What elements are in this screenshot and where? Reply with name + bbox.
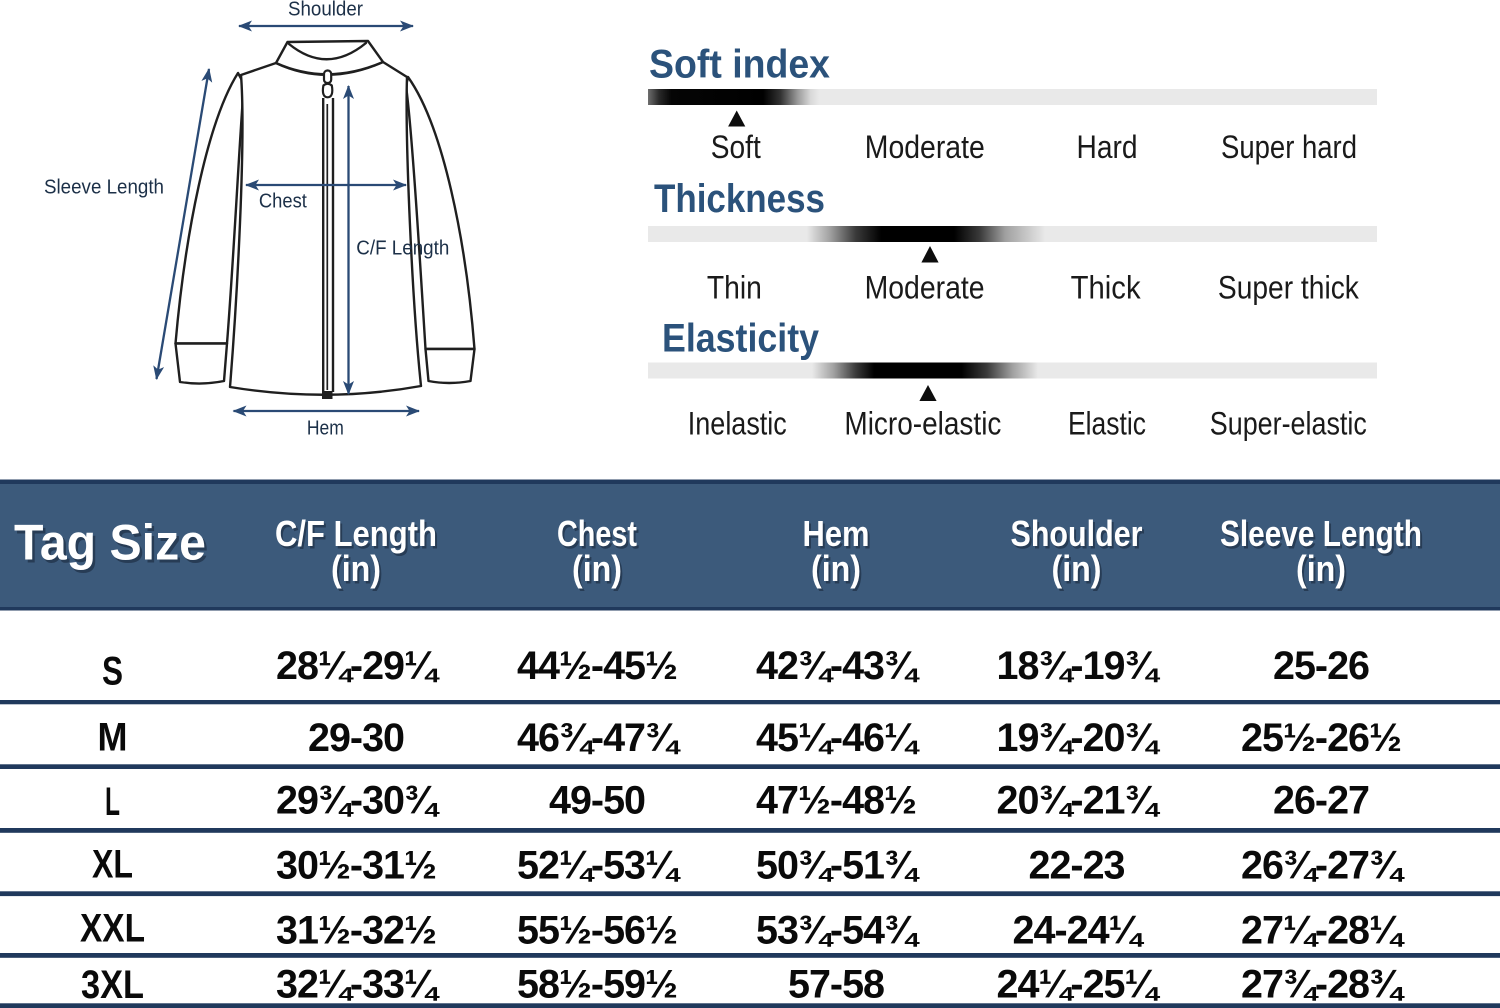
svg-text:Elastic: Elastic [1068, 406, 1146, 442]
svg-text:(in): (in) [1054, 551, 1104, 592]
svg-text:44½-45½: 44½-45½ [517, 644, 677, 688]
svg-text:(in): (in) [811, 548, 861, 589]
svg-text:Chest: Chest [557, 513, 637, 554]
svg-text:27¾-28¾: 27¾-28¾ [1241, 963, 1405, 1007]
svg-text:Elasticity: Elasticity [662, 317, 820, 361]
svg-text:Tag Size: Tag Size [14, 515, 206, 571]
svg-text:57-58: 57-58 [788, 963, 884, 1007]
svg-text:Hem: Hem [805, 516, 872, 557]
svg-text:19¾-20¾: 19¾-20¾ [997, 716, 1161, 760]
svg-text:(in): (in) [813, 551, 863, 592]
svg-text:Sleeve Length: Sleeve Length [1220, 513, 1422, 554]
svg-text:Thin: Thin [707, 270, 762, 306]
svg-text:Tag Size: Tag Size [17, 518, 209, 574]
svg-text:Chest: Chest [559, 516, 639, 557]
svg-text:Hard: Hard [1077, 129, 1138, 165]
svg-text:Soft: Soft [711, 129, 761, 165]
svg-text:(in): (in) [1296, 548, 1346, 589]
svg-text:Hem: Hem [307, 418, 344, 440]
svg-text:46¾-47¾: 46¾-47¾ [517, 716, 681, 760]
svg-text:24-24¼: 24-24¼ [1013, 909, 1145, 953]
svg-text:50¾-51¾: 50¾-51¾ [756, 844, 920, 888]
svg-text:3XL: 3XL [81, 963, 144, 1007]
svg-text:26-27: 26-27 [1273, 779, 1369, 823]
svg-text:Super hard: Super hard [1221, 129, 1357, 165]
svg-text:49-50: 49-50 [549, 779, 645, 823]
svg-text:S: S [102, 650, 123, 694]
svg-text:C/F Length: C/F Length [277, 516, 439, 557]
svg-text:XXL: XXL [80, 907, 145, 951]
svg-text:C/F Length: C/F Length [356, 238, 449, 260]
svg-text:20¾-21¾: 20¾-21¾ [997, 779, 1161, 823]
svg-text:(in): (in) [1298, 551, 1348, 592]
svg-text:Sleeve Length: Sleeve Length [1222, 516, 1424, 557]
svg-text:28¼-29¼: 28¼-29¼ [276, 644, 440, 688]
svg-text:45¼-46¼: 45¼-46¼ [756, 716, 920, 760]
svg-text:29¾-30¾: 29¾-30¾ [276, 779, 440, 823]
svg-text:M: M [98, 716, 128, 760]
svg-text:Super thick: Super thick [1218, 270, 1360, 306]
svg-text:Soft index: Soft index [649, 43, 830, 87]
svg-text:47½-48½: 47½-48½ [756, 779, 916, 823]
svg-text:(in): (in) [572, 548, 622, 589]
svg-text:55½-56½: 55½-56½ [517, 909, 677, 953]
svg-text:26¾-27¾: 26¾-27¾ [1241, 844, 1405, 888]
svg-text:Shoulder: Shoulder [1011, 513, 1143, 554]
svg-text:Thick: Thick [1071, 270, 1142, 306]
svg-text:Hem: Hem [803, 513, 870, 554]
svg-text:52¼-53¼: 52¼-53¼ [517, 844, 681, 888]
svg-text:(in): (in) [331, 548, 381, 589]
svg-text:L: L [105, 780, 120, 824]
svg-text:22-23: 22-23 [1028, 844, 1124, 888]
svg-text:42¾-43¾: 42¾-43¾ [756, 644, 920, 688]
svg-text:Shoulder: Shoulder [288, 0, 363, 21]
svg-text:Thickness: Thickness [654, 177, 825, 221]
svg-text:30½-31½: 30½-31½ [276, 844, 436, 888]
svg-text:(in): (in) [1052, 548, 1102, 589]
svg-text:Chest: Chest [259, 191, 307, 213]
svg-text:Super-elastic: Super-elastic [1210, 406, 1367, 442]
svg-text:Moderate: Moderate [865, 129, 985, 165]
svg-text:Micro-elastic: Micro-elastic [844, 406, 1001, 442]
svg-text:53¾-54¾: 53¾-54¾ [756, 909, 920, 953]
svg-text:Inelastic: Inelastic [688, 406, 787, 442]
svg-text:XL: XL [92, 843, 133, 887]
svg-text:58½-59½: 58½-59½ [517, 963, 677, 1007]
svg-text:29-30: 29-30 [308, 716, 404, 760]
svg-text:24¼-25¼: 24¼-25¼ [997, 963, 1161, 1007]
svg-text:27¼-28¼: 27¼-28¼ [1241, 909, 1405, 953]
svg-text:C/F Length: C/F Length [275, 513, 437, 554]
svg-text:(in): (in) [333, 551, 383, 592]
svg-text:18¾-19¾: 18¾-19¾ [997, 644, 1161, 688]
svg-text:Sleeve Length: Sleeve Length [44, 177, 164, 199]
svg-text:31½-32½: 31½-32½ [276, 909, 436, 953]
svg-text:Shoulder: Shoulder [1013, 516, 1145, 557]
svg-text:(in): (in) [574, 551, 624, 592]
svg-text:Moderate: Moderate [865, 270, 985, 306]
svg-text:32¼-33¼: 32¼-33¼ [276, 963, 440, 1007]
svg-text:25½-26½: 25½-26½ [1241, 716, 1401, 760]
svg-text:25-26: 25-26 [1273, 644, 1369, 688]
